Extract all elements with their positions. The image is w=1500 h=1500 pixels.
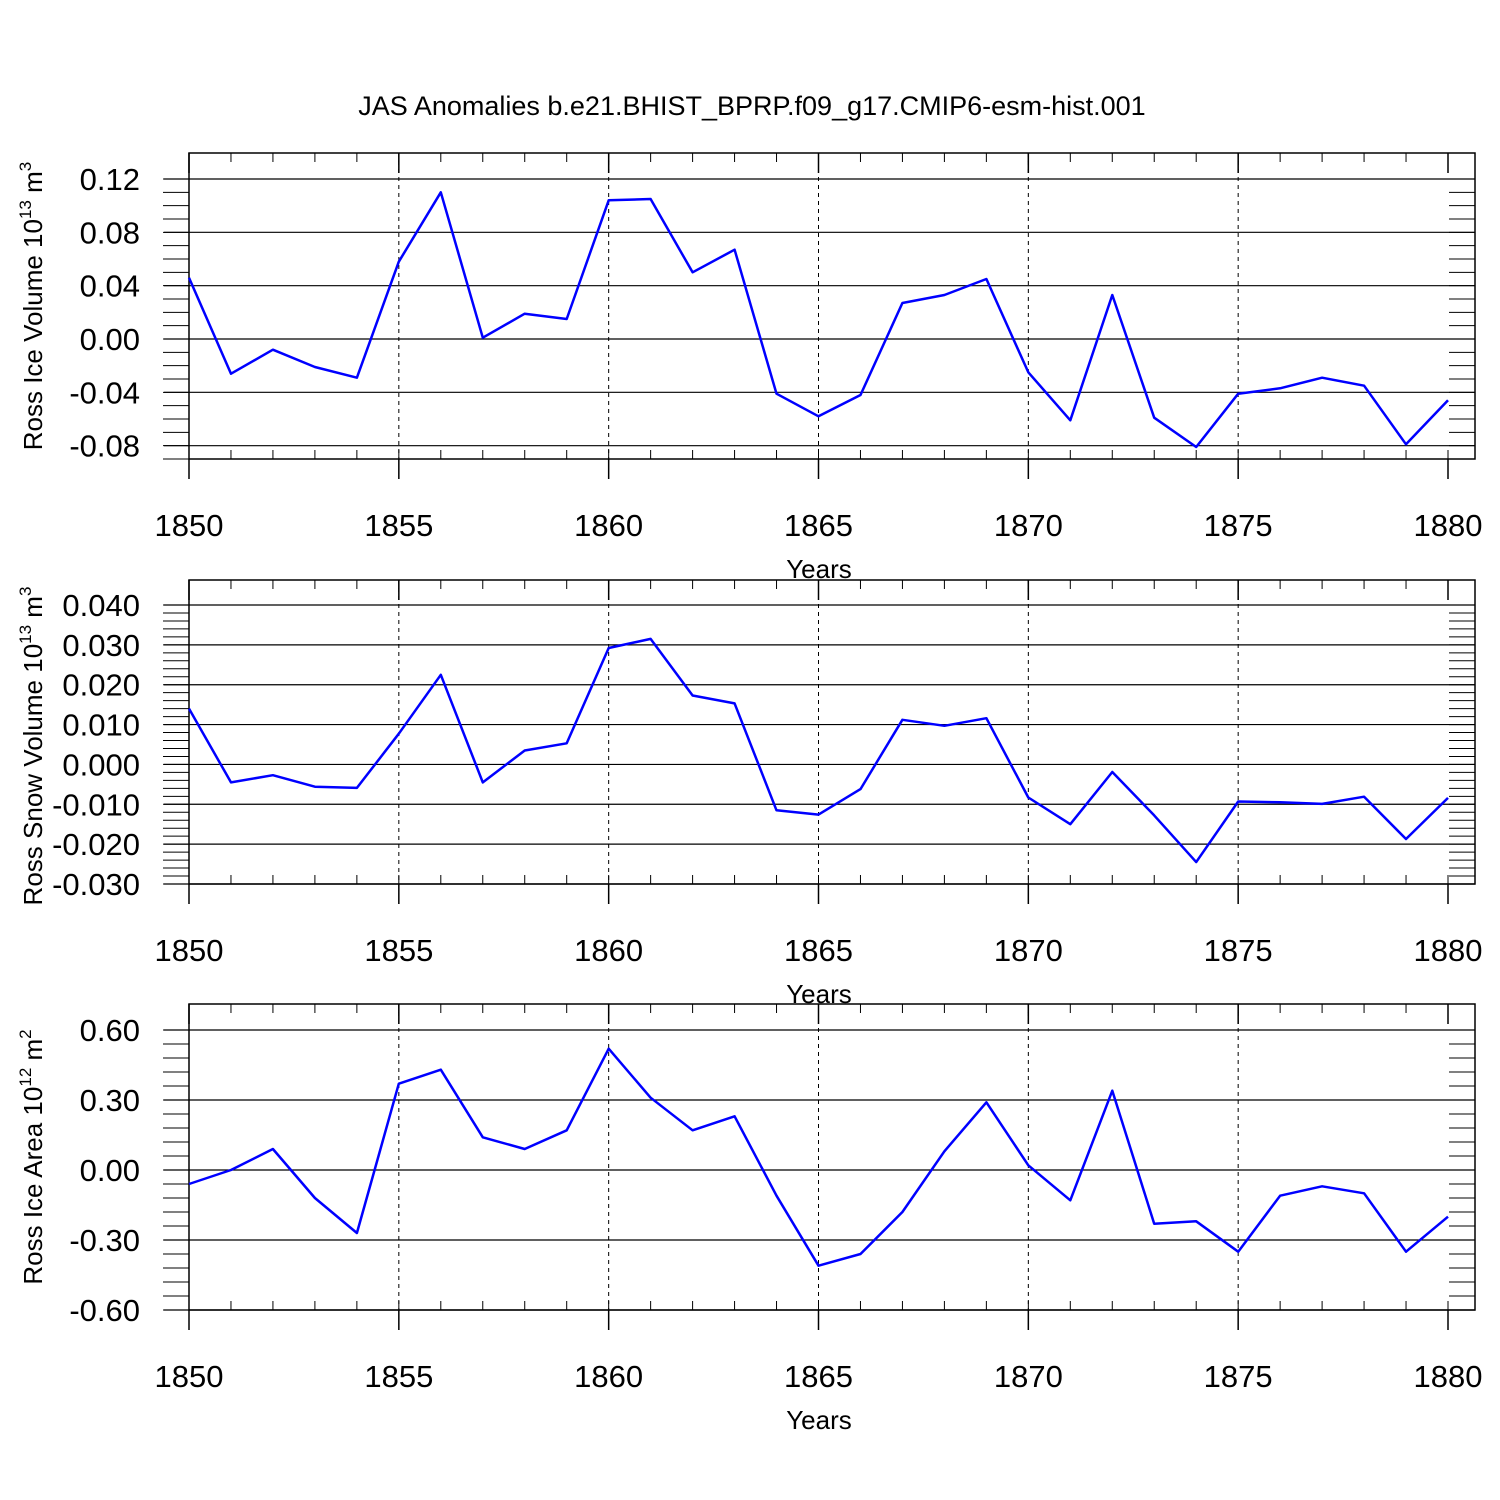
series-line-ice-volume: [187, 191, 1449, 449]
y-tick-label: 0.04: [80, 269, 140, 304]
x-tick-label: 1850: [155, 933, 224, 968]
x-tick-label: 1860: [574, 933, 643, 968]
x-tick-label: 1855: [364, 933, 433, 968]
y-tick-label: 0.12: [80, 162, 140, 197]
x-tick-labels: 1850 1855 1860 1865 1870 1875 1880: [155, 1359, 1483, 1394]
x-tick-label: 1880: [1414, 1359, 1483, 1394]
x-tick-label: 1865: [784, 1359, 853, 1394]
major-ticks: [164, 153, 1475, 479]
x-tick-label: 1850: [155, 508, 224, 543]
panel-snow-volume: 0.040 0.030 0.020 0.010 0.000 -0.010 -0.020 -0.…: [16, 579, 1483, 1009]
x-gridlines: [398, 1004, 1239, 1310]
panel-ice-volume: 0.120.080.040.00-0.04-0.08 1850 1855 1860 1…: [16, 152, 1483, 584]
x-tick-label: 1855: [364, 1359, 433, 1394]
y-tick-label: -0.30: [69, 1223, 140, 1258]
x-tick-label: 1870: [994, 1359, 1063, 1394]
y-tick-label: 0.60: [80, 1013, 140, 1048]
y-axis-label: Ross Ice Area 1012 m2: [16, 1029, 48, 1284]
y-tick-label: 0.00: [80, 1153, 140, 1188]
y-tick-label: 0.30: [80, 1083, 140, 1118]
y-tick-labels: 0.040 0.030 0.020 0.010 0.000 -0.010 -0.020 -0.…: [52, 588, 140, 902]
y-tick-label: 0.020: [62, 668, 140, 703]
y-tick-label: 0.030: [62, 628, 140, 663]
x-tick-label: 1850: [155, 1359, 224, 1394]
y-tick-labels: 0.12 0.08 0.04 0.00 -0.04 -0.08: [69, 162, 140, 464]
x-tick-label: 1865: [784, 508, 853, 543]
y-tick-label: -0.04: [69, 375, 140, 410]
x-tick-label: 1860: [574, 508, 643, 543]
major-ticks: [164, 1004, 1475, 1330]
x-tick-label: 1875: [1204, 933, 1273, 968]
x-tick-label: 1880: [1414, 508, 1483, 543]
y-axis-label: Ross Snow Volume 1013 m3: [16, 587, 48, 906]
x-tick-label: 1875: [1204, 508, 1273, 543]
plot-frame: [188, 1003, 1476, 1311]
x-tick-label: 1880: [1414, 933, 1483, 968]
x-tick-label: 1870: [994, 508, 1063, 543]
x-axis-label: Years: [786, 1405, 852, 1435]
figure-title: JAS Anomalies b.e21.BHIST_BPRP.f09_g17.C…: [358, 91, 1145, 121]
x-tick-label: 1860: [574, 1359, 643, 1394]
y-axis-label: Ross Ice Volume 1013 m3: [16, 162, 48, 451]
y-tick-label: -0.60: [69, 1293, 140, 1328]
major-ticks: [164, 580, 1475, 904]
y-tick-labels: 0.60 0.30 0.00 -0.30 -0.60: [69, 1013, 140, 1328]
y-tick-label: 0.010: [62, 708, 140, 743]
y-tick-label: 0.040: [62, 588, 140, 623]
y-tick-label: -0.08: [69, 429, 140, 464]
y-tick-label: 0.000: [62, 747, 140, 782]
x-tick-label: 1875: [1204, 1359, 1273, 1394]
plot-frame: [188, 152, 1476, 460]
y-tick-label: -0.020: [52, 827, 140, 862]
y-tick-label: 0.08: [80, 215, 140, 250]
x-tick-label: 1870: [994, 933, 1063, 968]
plot-frame: [188, 579, 1476, 885]
y-tick-label: -0.010: [52, 787, 140, 822]
x-tick-labels: 1850 1855 1860 1865 1870 1875 1880: [155, 933, 1483, 968]
y-tick-label: 0.00: [80, 322, 140, 357]
x-tick-label: 1865: [784, 933, 853, 968]
x-gridlines: [398, 580, 1239, 884]
x-tick-label: 1855: [364, 508, 433, 543]
x-axis-label: Years: [786, 554, 852, 584]
y-tick-label: -0.030: [52, 867, 140, 902]
x-tick-labels: 1850 1855 1860 1865 1870 1875 1880: [155, 508, 1483, 543]
x-gridlines: [398, 153, 1239, 459]
panel-ice-area: 0.600.300.00-0.30-0.60 1850 1855 1860 1865 1…: [16, 1003, 1483, 1435]
